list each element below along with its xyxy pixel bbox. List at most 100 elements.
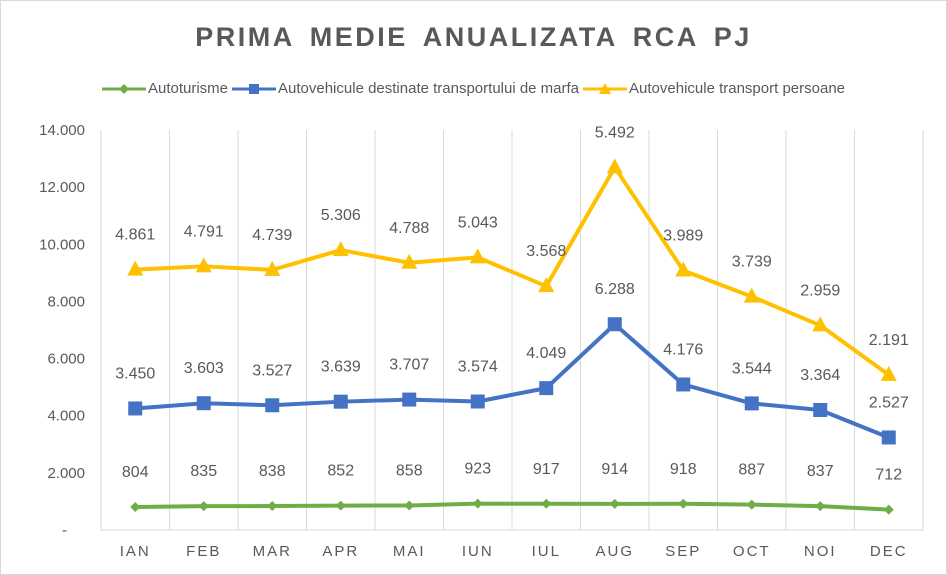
y-tick-label: 14.000 [39, 122, 85, 139]
data-label: 6.288 [595, 281, 635, 298]
legend-item-persoane: Autovehicule transport persoane [583, 80, 845, 97]
data-label: 918 [670, 461, 697, 478]
legend-label: Autovehicule transport persoane [629, 80, 846, 97]
series-line-0 [135, 501, 889, 512]
data-label: 4.861 [115, 227, 155, 244]
data-point-square [128, 401, 143, 416]
data-point-diamond [335, 500, 346, 511]
data-label: 804 [122, 464, 149, 481]
x-tick-label: MAI [393, 543, 426, 560]
data-point-square [402, 392, 417, 407]
data-point-diamond [678, 498, 689, 509]
data-point-triangle [127, 260, 144, 276]
data-point-square [813, 402, 828, 417]
data-point-diamond [198, 501, 209, 512]
data-label: 5.492 [595, 124, 635, 141]
data-label: 838 [259, 463, 286, 480]
legend-marker-triangle-icon [583, 82, 628, 94]
data-label: 712 [875, 467, 902, 484]
data-label: 2.959 [800, 282, 840, 299]
data-point-diamond [815, 501, 826, 512]
data-label: 5.043 [458, 214, 498, 231]
legend-label: Autoturisme [147, 80, 229, 97]
data-point-triangle [812, 316, 829, 332]
data-point-square [676, 377, 691, 392]
data-point-diamond [130, 502, 141, 513]
data-label: 4.791 [184, 223, 224, 240]
data-point-triangle [332, 241, 349, 257]
y-tick-label: 6.000 [47, 351, 85, 368]
data-point-triangle [880, 365, 897, 381]
data-label: 3.989 [663, 227, 703, 244]
y-tick-label: 10.000 [39, 236, 85, 253]
data-point-square [744, 396, 759, 411]
y-tick-label: 8.000 [47, 293, 85, 310]
data-label: 5.306 [321, 207, 361, 224]
data-point-square [333, 394, 348, 409]
data-label: 3.527 [252, 362, 292, 379]
data-label: 835 [190, 463, 217, 480]
data-point-diamond [746, 499, 757, 510]
data-point-triangle [538, 277, 555, 293]
data-label: 3.739 [732, 254, 772, 271]
data-label: 4.049 [526, 345, 566, 362]
legend-marker-square-icon [232, 83, 277, 94]
y-tick-label: 12.000 [39, 179, 85, 196]
data-point-diamond [404, 500, 415, 511]
data-label: 3.603 [184, 360, 224, 377]
data-label: 887 [738, 462, 765, 479]
data-point-diamond [267, 501, 278, 512]
data-label: 4.176 [663, 341, 703, 358]
series-line-1 [135, 322, 890, 440]
data-point-diamond [883, 504, 894, 515]
data-label: 3.364 [800, 367, 840, 384]
x-tick-label: SEP [665, 543, 701, 560]
data-point-triangle [195, 257, 212, 273]
series-line-2 [135, 165, 890, 377]
data-label: 2.527 [869, 394, 909, 411]
y-tick-label: 4.000 [47, 408, 85, 425]
legend-item-autoturisme: Autoturisme [101, 80, 229, 97]
data-point-triangle [264, 260, 281, 276]
x-tick-label: APR [322, 543, 359, 560]
data-label: 3.544 [732, 360, 772, 377]
x-tick-label: FEB [186, 543, 221, 560]
chart-title: PRIMA MEDIE ANUALIZATA RCA PJ [195, 22, 752, 52]
x-tick-label: IUN [462, 543, 494, 560]
data-point-diamond [541, 498, 552, 509]
x-tick-label: OCT [733, 543, 771, 560]
data-label: 3.707 [389, 357, 429, 374]
legend: Autoturisme Autovehicule destinate trans… [0, 80, 947, 97]
data-label: 3.450 [115, 365, 155, 382]
legend-marker-diamond-icon [101, 83, 146, 94]
data-point-triangle [401, 253, 418, 269]
x-tick-label: NOI [804, 543, 837, 560]
data-label: 914 [601, 461, 628, 478]
data-point-square [196, 396, 211, 411]
legend-label: Autovehicule destinate transportului de … [278, 80, 580, 97]
data-point-triangle [743, 287, 760, 303]
x-tick-label: DEC [870, 543, 908, 560]
data-point-square [607, 317, 622, 332]
data-point-diamond [609, 498, 620, 509]
data-point-square [881, 430, 896, 445]
data-label: 837 [807, 463, 834, 480]
x-tick-label: AUG [595, 543, 634, 560]
data-label: 923 [464, 461, 491, 478]
y-tick-label: 2.000 [47, 465, 85, 482]
data-point-triangle [606, 158, 623, 174]
data-label: 4.788 [389, 220, 429, 237]
x-tick-label: IUL [532, 543, 561, 560]
data-label: 858 [396, 462, 423, 479]
data-label: 3.574 [458, 359, 498, 376]
x-tick-label: MAR [253, 543, 292, 560]
x-tick-label: IAN [120, 543, 151, 560]
data-label: 3.639 [321, 359, 361, 376]
data-label: 917 [533, 461, 560, 478]
data-point-triangle [675, 261, 692, 277]
data-point-square [265, 398, 280, 413]
legend-item-marfa: Autovehicule destinate transportului de … [232, 80, 579, 97]
y-tick-label: - [62, 522, 67, 539]
data-point-triangle [469, 248, 486, 264]
